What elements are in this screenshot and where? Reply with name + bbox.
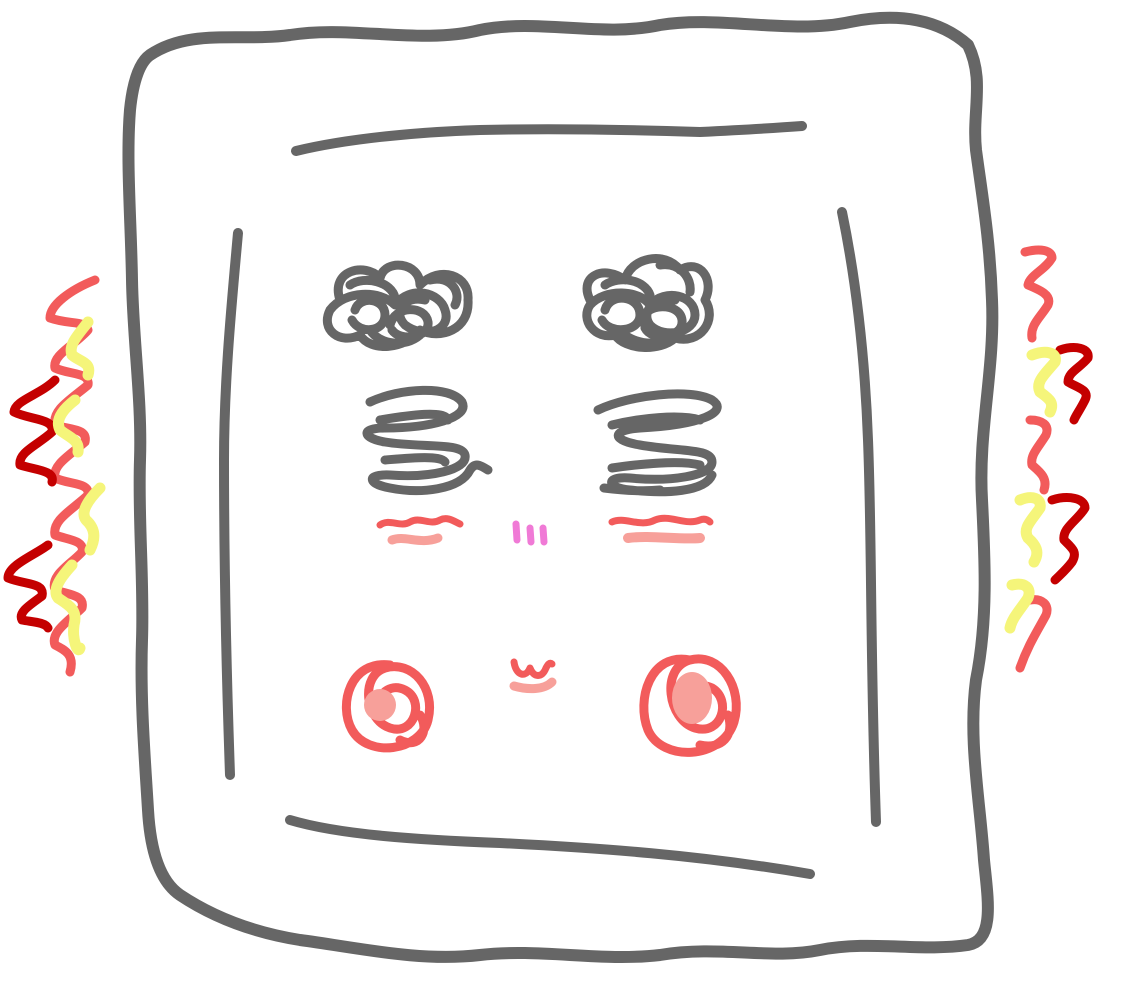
left-eye [322, 260, 473, 351]
left-blush-circle [341, 660, 434, 753]
outer-frame [122, 11, 999, 964]
inner-right-line [837, 207, 881, 827]
mouth [509, 658, 557, 694]
right-shake-lines [1004, 245, 1093, 673]
left-eye-blush [376, 515, 464, 546]
inner-top-line [291, 121, 807, 156]
right-cheek-spiral [593, 389, 722, 497]
inner-bottom-line [285, 815, 815, 879]
inner-left-line [219, 228, 243, 780]
right-eye-blush [608, 514, 714, 544]
right-blush-circle [639, 654, 741, 757]
nose [512, 520, 548, 546]
left-cheek-spiral [362, 385, 493, 496]
right-eye [582, 254, 714, 352]
left-shake-lines [3, 275, 106, 677]
